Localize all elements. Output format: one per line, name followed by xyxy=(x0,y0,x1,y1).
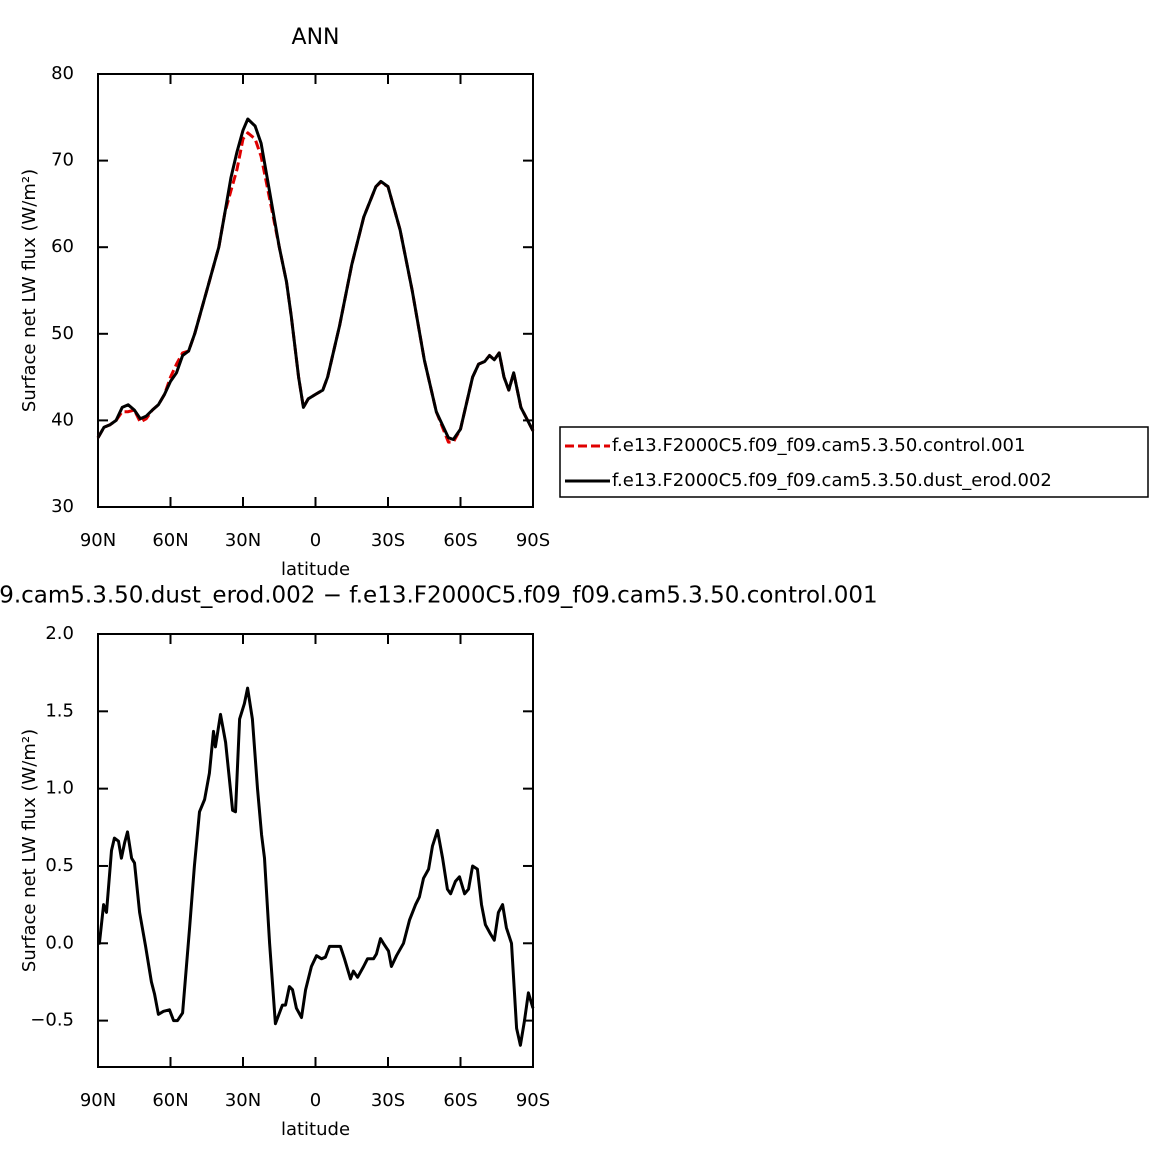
x-tick-label: 90N xyxy=(80,530,116,551)
y-tick-label: 0.5 xyxy=(45,855,74,876)
x-tick-label: 0 xyxy=(310,1090,321,1111)
data-line xyxy=(96,117,535,441)
y-tick-label: 0.0 xyxy=(45,932,74,953)
y-tick-label: 2.0 xyxy=(45,623,74,644)
x-tick-label: 30N xyxy=(225,1090,261,1111)
y-tick-label: 40 xyxy=(51,409,74,430)
x-tick-label: 0 xyxy=(310,530,321,551)
x-axis-label: latitude xyxy=(281,1119,350,1140)
plot-frame xyxy=(97,633,534,1068)
chart-title: ANN xyxy=(292,25,340,50)
y-tick-label: 50 xyxy=(51,323,74,344)
y-tick-label: 60 xyxy=(51,236,74,257)
y-tick-label: 80 xyxy=(51,63,74,84)
x-tick-label: 90N xyxy=(80,1090,116,1111)
x-tick-label: 90S xyxy=(516,530,550,551)
chart-title: f.e13.F2000C5.f09_f09.cam5.3.50.dust_ero… xyxy=(0,583,878,609)
x-tick-label: 90S xyxy=(516,1090,550,1111)
legend-label: f.e13.F2000C5.f09_f09.cam5.3.50.dust_ero… xyxy=(612,470,1052,491)
y-axis-label: Surface net LW flux (W/m²) xyxy=(19,729,40,972)
x-axis-label: latitude xyxy=(281,559,350,580)
x-tick-label: 30S xyxy=(371,1090,405,1111)
y-tick-label: 30 xyxy=(51,496,74,517)
y-axis-label: Surface net LW flux (W/m²) xyxy=(19,169,40,412)
legend-box xyxy=(559,426,1149,498)
legend-label: f.e13.F2000C5.f09_f09.cam5.3.50.control.… xyxy=(612,435,1025,456)
plot-frame xyxy=(97,73,534,508)
data-line xyxy=(97,686,535,1047)
x-tick-label: 30N xyxy=(225,530,261,551)
y-tick-label: 1.0 xyxy=(45,778,74,799)
x-tick-label: 30S xyxy=(371,530,405,551)
y-tick-label: 1.5 xyxy=(45,700,74,721)
x-tick-label: 60S xyxy=(443,530,477,551)
x-tick-label: 60S xyxy=(443,1090,477,1111)
y-tick-label: −0.5 xyxy=(30,1010,74,1031)
y-tick-label: 70 xyxy=(51,150,74,171)
x-tick-label: 60N xyxy=(152,1090,188,1111)
x-tick-label: 60N xyxy=(152,530,188,551)
